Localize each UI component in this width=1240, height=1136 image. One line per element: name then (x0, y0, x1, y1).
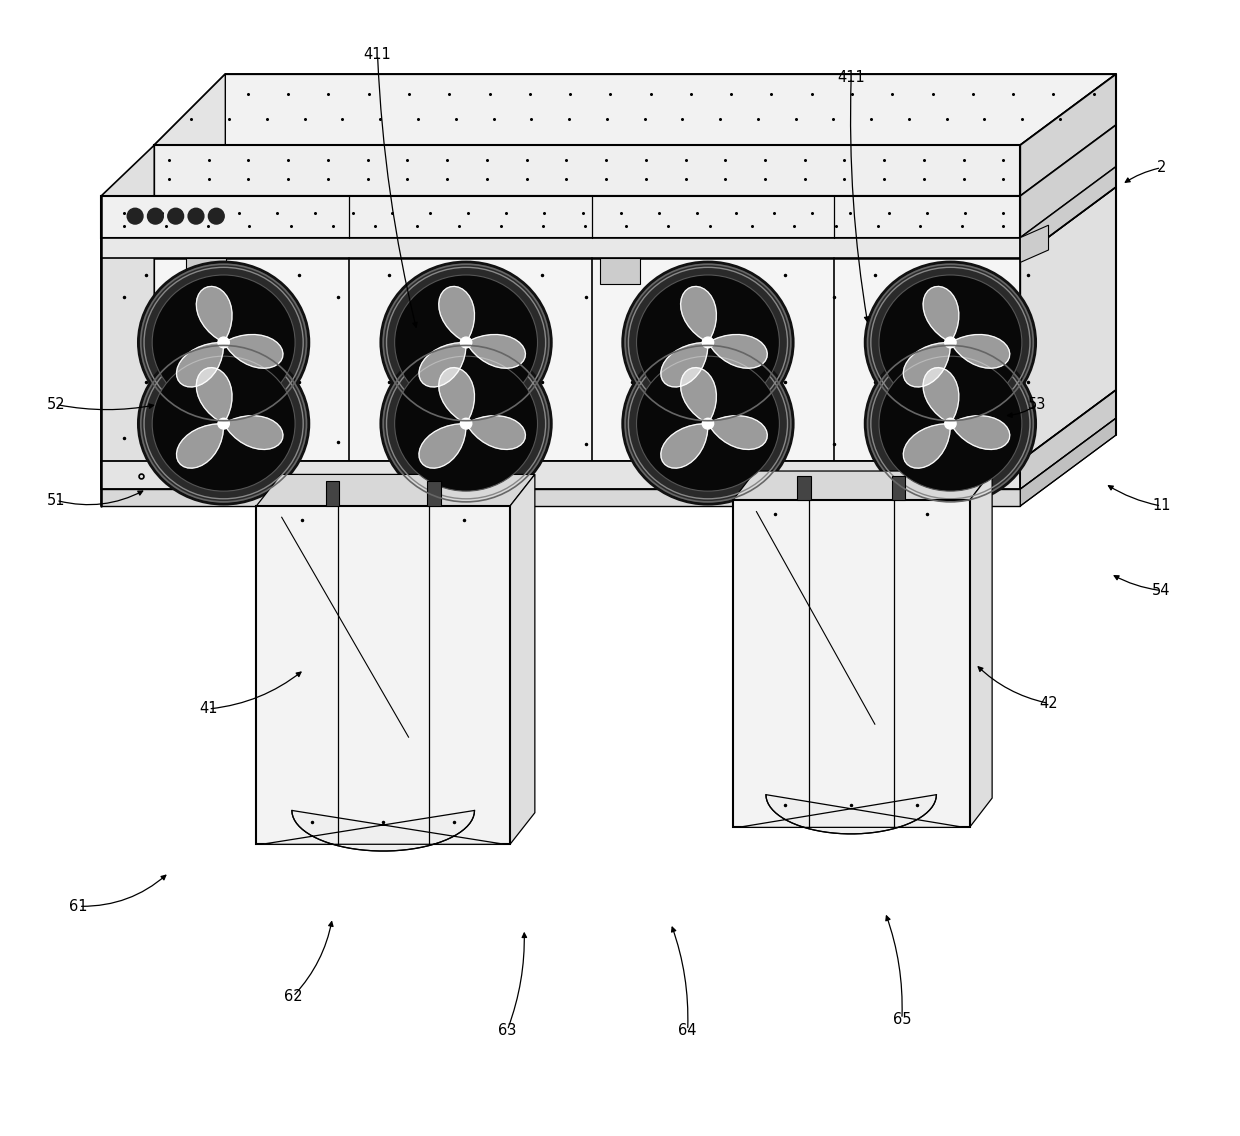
Polygon shape (903, 342, 950, 387)
Polygon shape (102, 461, 1021, 490)
Ellipse shape (139, 262, 309, 423)
Polygon shape (196, 368, 232, 424)
Ellipse shape (218, 418, 229, 429)
Polygon shape (681, 286, 717, 342)
Polygon shape (681, 368, 717, 424)
Polygon shape (708, 416, 768, 450)
Circle shape (167, 208, 184, 224)
Polygon shape (903, 424, 950, 468)
Text: 42: 42 (1039, 696, 1058, 711)
Text: 53: 53 (1028, 396, 1047, 412)
Polygon shape (950, 416, 1009, 450)
Ellipse shape (460, 418, 471, 429)
Polygon shape (262, 810, 505, 851)
Ellipse shape (622, 343, 794, 504)
Polygon shape (1021, 74, 1116, 312)
Polygon shape (892, 476, 905, 500)
Circle shape (188, 208, 203, 224)
Ellipse shape (460, 337, 471, 348)
Text: 64: 64 (678, 1022, 697, 1038)
Text: 52: 52 (47, 396, 66, 412)
Polygon shape (733, 471, 992, 500)
Ellipse shape (139, 343, 309, 504)
Circle shape (208, 208, 224, 224)
Polygon shape (1021, 167, 1116, 258)
Polygon shape (466, 416, 526, 450)
Polygon shape (154, 145, 1021, 195)
Polygon shape (733, 500, 970, 827)
Ellipse shape (945, 337, 956, 348)
Polygon shape (102, 195, 1021, 237)
Text: 411: 411 (837, 70, 866, 85)
Circle shape (128, 208, 143, 224)
Text: 61: 61 (69, 899, 88, 913)
Polygon shape (102, 490, 1021, 506)
Polygon shape (419, 424, 466, 468)
Polygon shape (1021, 186, 1116, 461)
Text: 62: 62 (284, 989, 303, 1004)
Polygon shape (223, 334, 283, 368)
Polygon shape (661, 342, 708, 387)
Ellipse shape (381, 343, 552, 504)
Polygon shape (510, 475, 534, 844)
Polygon shape (1021, 125, 1116, 237)
Polygon shape (466, 334, 526, 368)
Polygon shape (923, 286, 959, 342)
Polygon shape (1021, 74, 1116, 195)
Ellipse shape (622, 262, 794, 423)
Polygon shape (176, 424, 223, 468)
Ellipse shape (153, 357, 295, 491)
Polygon shape (326, 482, 340, 506)
Ellipse shape (879, 275, 1022, 410)
Ellipse shape (218, 337, 229, 348)
Polygon shape (427, 482, 440, 506)
Ellipse shape (702, 337, 714, 348)
Text: 2: 2 (1157, 160, 1166, 175)
Text: 65: 65 (893, 1011, 911, 1027)
Polygon shape (419, 342, 466, 387)
Polygon shape (154, 74, 1116, 145)
Polygon shape (1021, 418, 1116, 506)
Polygon shape (186, 258, 227, 284)
Ellipse shape (945, 418, 956, 429)
Text: 41: 41 (200, 701, 218, 717)
Ellipse shape (394, 275, 537, 410)
Polygon shape (102, 145, 154, 506)
Polygon shape (176, 342, 223, 387)
Ellipse shape (381, 262, 552, 423)
Polygon shape (970, 471, 992, 827)
Ellipse shape (866, 262, 1035, 423)
Polygon shape (102, 258, 1021, 461)
Polygon shape (102, 237, 1021, 258)
Text: 51: 51 (47, 493, 66, 508)
Polygon shape (1021, 225, 1049, 262)
Ellipse shape (636, 275, 780, 410)
Text: 11: 11 (1152, 499, 1171, 513)
Polygon shape (257, 475, 534, 506)
Polygon shape (923, 368, 959, 424)
Text: 411: 411 (363, 48, 392, 62)
Text: 54: 54 (1152, 583, 1171, 598)
Circle shape (148, 208, 164, 224)
Polygon shape (223, 416, 283, 450)
Polygon shape (439, 368, 475, 424)
Text: 63: 63 (498, 1022, 516, 1038)
Polygon shape (257, 506, 510, 844)
Ellipse shape (879, 357, 1022, 491)
Ellipse shape (153, 275, 295, 410)
Polygon shape (439, 286, 475, 342)
Polygon shape (196, 286, 232, 342)
Polygon shape (600, 258, 640, 284)
Polygon shape (661, 424, 708, 468)
Polygon shape (738, 795, 963, 834)
Polygon shape (1021, 390, 1116, 490)
Polygon shape (797, 476, 811, 500)
Ellipse shape (636, 357, 780, 491)
Ellipse shape (702, 418, 714, 429)
Polygon shape (708, 334, 768, 368)
Ellipse shape (866, 343, 1035, 504)
Polygon shape (154, 74, 226, 298)
Ellipse shape (394, 357, 537, 491)
Polygon shape (950, 334, 1009, 368)
